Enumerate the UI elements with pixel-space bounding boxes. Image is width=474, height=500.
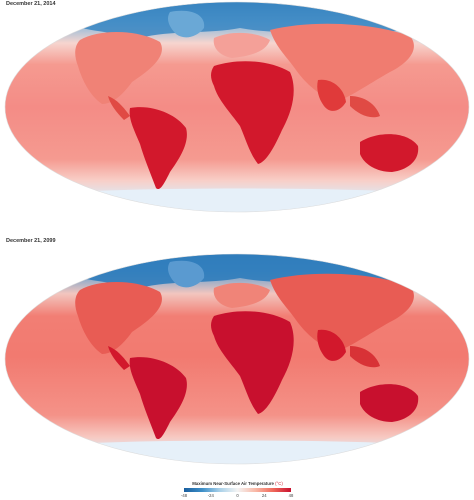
temperature-map-2099 (4, 253, 470, 465)
legend-tick-24: 24 (261, 493, 267, 498)
legend-title: Maximum Near-Surface Air Temperature (192, 481, 274, 486)
map-date-label-2014: December 21, 2014 (6, 1, 56, 7)
legend-tick-48: 48 (288, 493, 294, 498)
legend-unit: (°C) (275, 481, 283, 486)
legend-tick-minus-48: -48 (180, 493, 188, 498)
map-date-label-2099: December 21, 2099 (6, 238, 56, 244)
legend-color-bar (184, 488, 291, 492)
temperature-map-2014 (4, 1, 470, 213)
legend-tick-minus-24: -24 (207, 493, 214, 498)
temperature-legend: Maximum Near-Surface Air Temperature (°C… (180, 481, 295, 500)
legend-title-row: Maximum Near-Surface Air Temperature (°C… (180, 481, 295, 486)
legend-tick-0: 0 (236, 493, 239, 498)
